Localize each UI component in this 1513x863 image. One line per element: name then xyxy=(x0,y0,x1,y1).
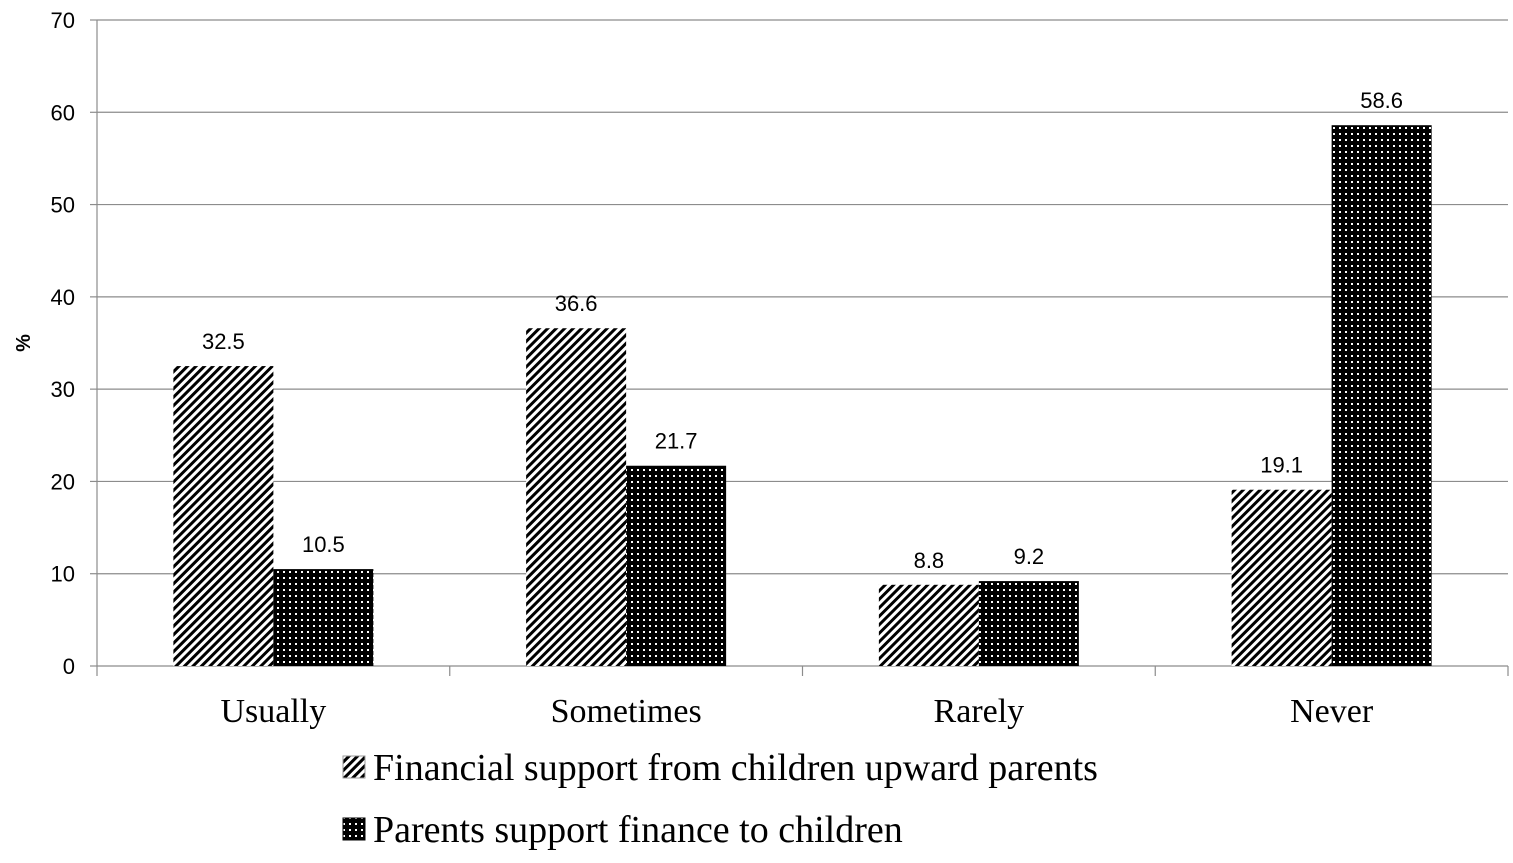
data-labels: 32.5 10.5 36.6 21.7 8.8 9.2 19.1 58.6 xyxy=(202,88,1403,573)
bar xyxy=(878,584,979,666)
data-label: 36.6 xyxy=(555,291,598,316)
x-category-label: Sometimes xyxy=(551,693,702,730)
legend-label: Financial support from children upward p… xyxy=(373,747,1098,789)
legend-swatch xyxy=(342,817,366,841)
data-label: 32.5 xyxy=(202,329,245,354)
legend-item: Parents support finance to children xyxy=(342,809,903,851)
y-tick-label: 30 xyxy=(51,377,75,402)
bars xyxy=(173,125,1432,667)
data-label: 10.5 xyxy=(302,532,345,557)
x-category-label: Usually xyxy=(220,693,326,730)
bar xyxy=(273,569,374,666)
y-tick-label: 40 xyxy=(51,285,75,310)
bar xyxy=(626,465,727,666)
bar xyxy=(173,366,274,666)
gridlines xyxy=(97,19,1508,575)
data-label: 8.8 xyxy=(914,548,945,573)
bar xyxy=(978,581,1079,666)
data-label: 58.6 xyxy=(1360,88,1403,113)
data-label: 19.1 xyxy=(1260,453,1303,478)
bar xyxy=(1331,125,1432,667)
y-tick-label: 0 xyxy=(63,654,75,679)
x-category-label: Never xyxy=(1290,693,1374,730)
legend: Financial support from children upward p… xyxy=(342,747,1098,851)
legend-label: Parents support finance to children xyxy=(373,809,903,851)
y-axis-label: % xyxy=(13,334,35,352)
y-tick-label: 60 xyxy=(51,100,75,125)
y-tick-label: 10 xyxy=(51,562,75,587)
bar xyxy=(1231,489,1332,666)
data-label: 9.2 xyxy=(1014,544,1045,569)
y-tick-label: 50 xyxy=(51,193,75,218)
legend-item: Financial support from children upward p… xyxy=(342,747,1098,789)
x-category-label: Rarely xyxy=(934,693,1025,730)
bar xyxy=(526,328,627,666)
data-label: 21.7 xyxy=(655,429,698,454)
y-tick-label: 70 xyxy=(51,8,75,33)
y-tick-label: 20 xyxy=(51,469,75,494)
legend-swatch xyxy=(342,755,366,779)
